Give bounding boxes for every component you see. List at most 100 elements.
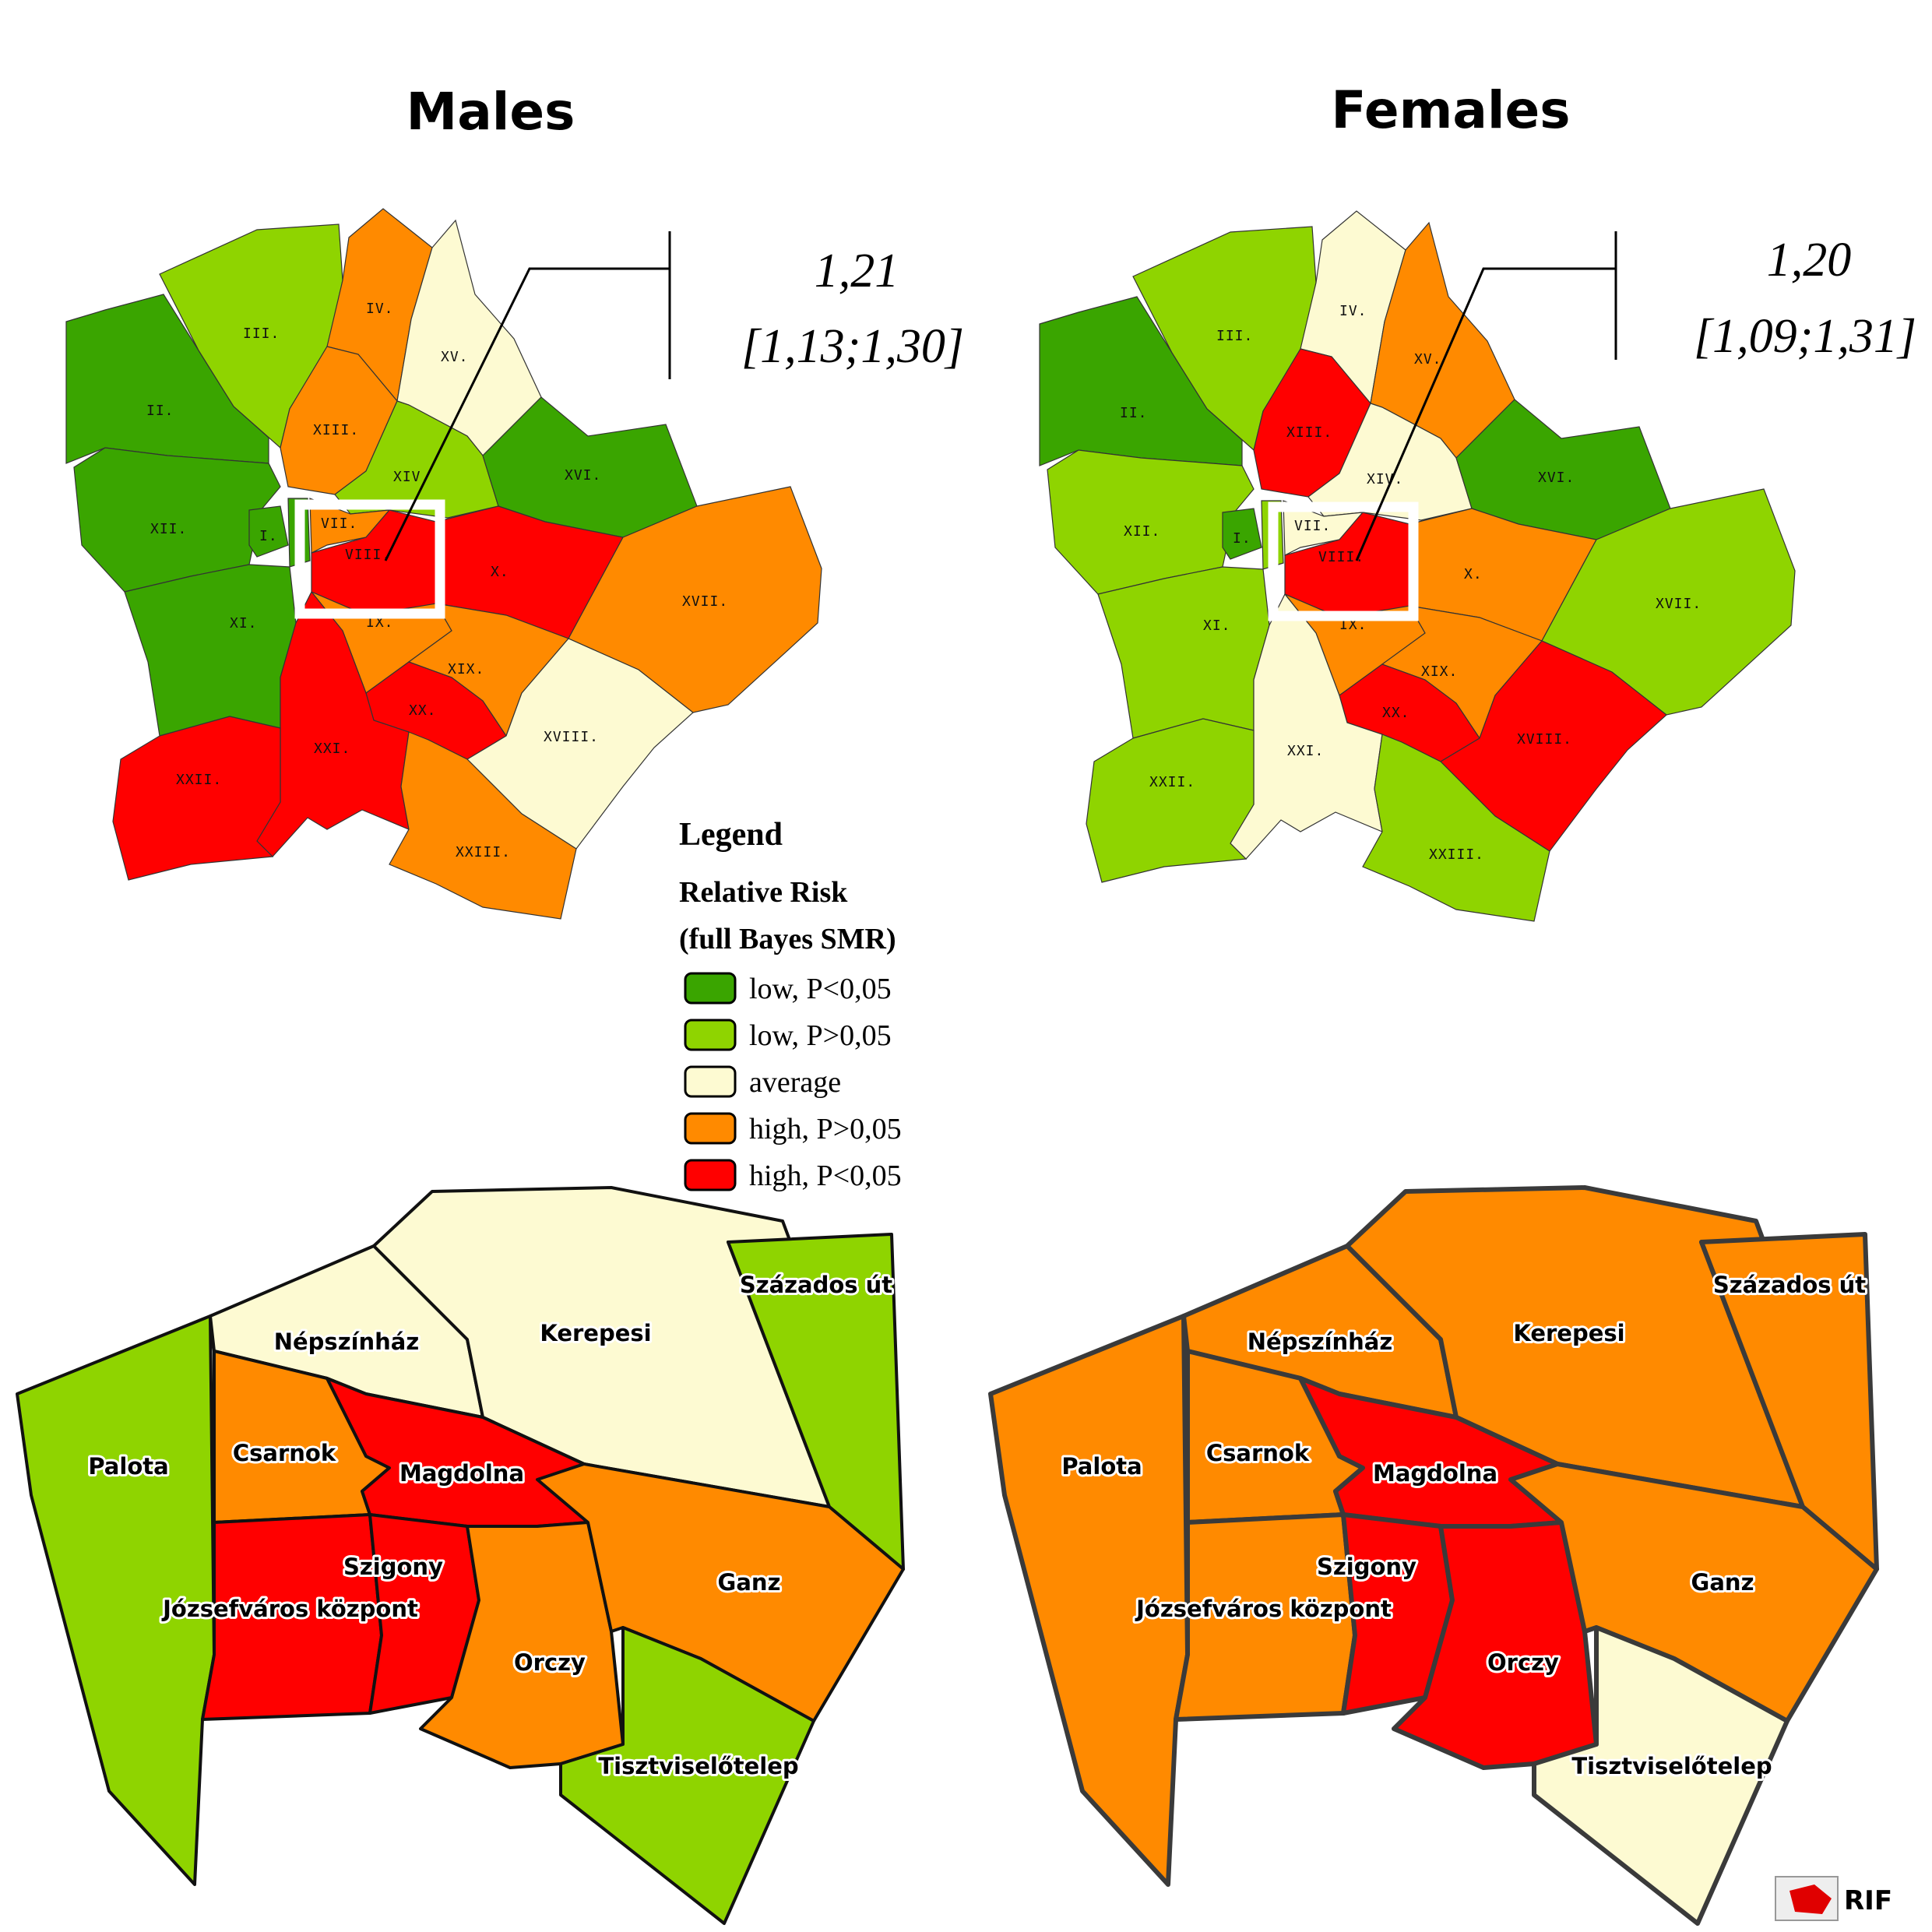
nlabel-Tisztviselőtelep: Tisztviselőtelep (598, 1753, 798, 1779)
district-XXII (112, 716, 281, 881)
nlabel-Csarnok: Csarnok (1206, 1440, 1310, 1466)
label-IV: IV. (1339, 303, 1367, 319)
label-XX: XX. (409, 702, 437, 719)
nlabel-Kerepesi: Kerepesi (540, 1320, 651, 1346)
nlabel-Palota: Palota (1061, 1453, 1142, 1480)
nlabel-Magdolna: Magdolna (399, 1460, 524, 1487)
males-district-labels: II. III. IV. XV. XIII. XIV. XVI. XII. I.… (146, 301, 728, 860)
logo-map-shape (1789, 1884, 1832, 1914)
males-callout-line (384, 267, 670, 561)
males-neighbourhood-map (16, 1186, 905, 1925)
legend-item-high-sig: high, P<0,05 (684, 1159, 902, 1192)
nlabel-Ganz: Ganz (1691, 1569, 1754, 1596)
females-district-labels: II. III. IV. XV. XIII. XIV. XVI. XII. I.… (1120, 303, 1701, 863)
nlabel-Népszínház: Népszínház (1248, 1328, 1393, 1355)
nlabel-Szigony: Szigony (343, 1554, 443, 1580)
label-I: I. (259, 528, 278, 544)
legend-item-average: average (684, 1065, 841, 1099)
males-neighbourhood-labels: Palota Népszínház Kerepesi Százados út C… (86, 1269, 895, 1782)
label-XVIII: XVIII. (544, 729, 599, 745)
label-XV: XV. (441, 349, 469, 365)
nlabel-Szigony: Szigony (1317, 1554, 1416, 1580)
label-IV: IV. (366, 301, 394, 317)
females-neighbourhood-labels: Palota Népszínház Kerepesi Százados út C… (1059, 1269, 1868, 1782)
legend-label: average (749, 1066, 841, 1099)
nlabel-Százados út: Százados út (1713, 1272, 1866, 1298)
label-III: III. (243, 326, 280, 342)
panel-title-females: Females (1331, 80, 1570, 140)
logo-text: RIF (1844, 1885, 1892, 1916)
label-XIV: XIV. (1367, 471, 1403, 487)
label-XXIII: XXIII. (456, 844, 511, 860)
nlabel-Palota: Palota (88, 1453, 168, 1480)
legend-label: high, P<0,05 (749, 1160, 902, 1192)
district-XXIII (389, 731, 577, 920)
nbhd-Palota (16, 1314, 216, 1886)
nbhd-Palota (988, 1314, 1190, 1887)
label-XIII: XIII. (1286, 424, 1332, 441)
label-XXII: XXII. (1149, 774, 1195, 790)
females-zoom-box (1268, 501, 1419, 621)
legend-item-low-ns: low, P>0,05 (684, 1019, 892, 1052)
label-XIX: XIX. (1421, 663, 1458, 680)
district-XI (1097, 566, 1270, 739)
nlabel-Csarnok: Csarnok (233, 1440, 336, 1466)
label-I: I. (1233, 530, 1251, 547)
label-VII: VII. (321, 516, 357, 532)
label-XVII: XVII. (682, 593, 728, 610)
legend-item-high-ns: high, P>0,05 (684, 1112, 902, 1145)
legend-subtitle-1: Relative Risk (679, 876, 848, 909)
label-VIII: VIII. (345, 547, 391, 563)
label-XXI: XXI. (314, 741, 350, 757)
females-callout-line (1355, 267, 1616, 561)
label-XVI: XVI. (565, 467, 601, 484)
label-II: II. (1120, 405, 1148, 421)
legend-swatch (684, 1112, 737, 1145)
district-XXIII (1362, 734, 1550, 922)
label-III: III. (1216, 328, 1253, 344)
nlabel-Orczy: Orczy (1487, 1649, 1559, 1676)
label-XIX: XIX. (448, 661, 484, 677)
label-II: II. (146, 403, 174, 419)
males-estimate: 1,21 (815, 245, 899, 297)
district-I (1222, 508, 1262, 560)
nlabel-Józsefváros központ: Józsefváros központ (1135, 1596, 1392, 1622)
males-zoom-box (294, 499, 445, 619)
legend-subtitle-2: (full Bayes SMR) (679, 923, 896, 955)
label-X: X. (1464, 566, 1483, 582)
legend-item-low-sig: low, P<0,05 (684, 972, 892, 1005)
district-XIV (1307, 403, 1473, 521)
label-XIII: XIII. (313, 422, 359, 438)
label-VII: VII. (1294, 518, 1331, 534)
nlabel-Népszínház: Népszínház (274, 1328, 420, 1355)
legend: Legend Relative Risk (full Bayes SMR) lo… (679, 817, 902, 1192)
nlabel-Tisztviselőtelep: Tisztviselőtelep (1571, 1753, 1772, 1779)
nlabel-Kerepesi: Kerepesi (1513, 1320, 1624, 1346)
legend-title: Legend (679, 817, 783, 853)
panel-title-males: Males (406, 82, 575, 142)
females-estimate: 1,20 (1767, 234, 1852, 287)
legend-swatch (684, 1159, 737, 1191)
legend-swatch (684, 1019, 737, 1051)
label-XVI: XVI. (1538, 470, 1575, 486)
females-district-map (1039, 210, 1796, 922)
label-XVII: XVII. (1656, 596, 1701, 612)
legend-swatch (684, 972, 737, 1005)
females-neighbourhood-map (988, 1185, 1879, 1926)
label-XVIII: XVIII. (1517, 731, 1572, 748)
nbhd-Tisztviselőtelep (1532, 1625, 1789, 1926)
nlabel-Orczy: Orczy (514, 1649, 586, 1676)
females-interval: [1,09;1,31] (1694, 310, 1916, 363)
nbhd-Tisztviselőtelep (559, 1626, 815, 1925)
legend-label: high, P>0,05 (749, 1113, 902, 1145)
district-I (248, 505, 289, 558)
label-XIV: XIV. (393, 469, 430, 485)
label-XII: XII. (150, 521, 187, 537)
label-XXIII: XXIII. (1429, 846, 1484, 863)
legend-swatch (684, 1065, 737, 1098)
label-XX: XX. (1382, 705, 1410, 721)
nlabel-Józsefváros központ: Józsefváros központ (161, 1596, 418, 1622)
males-interval: [1,13;1,30] (741, 320, 964, 373)
label-XV: XV. (1414, 351, 1442, 368)
